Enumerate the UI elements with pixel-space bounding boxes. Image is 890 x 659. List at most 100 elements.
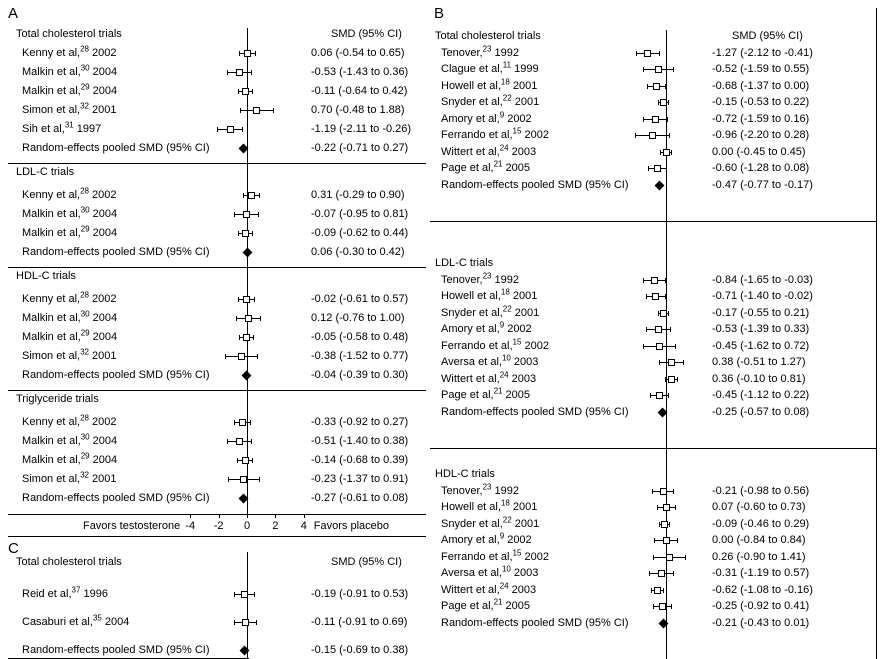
smd-value: -0.68 (-1.37 to 0.00): [712, 79, 810, 92]
smd-value: -0.27 (-0.61 to 0.08): [311, 492, 409, 504]
study-label: Amory et al,9 2002: [441, 109, 532, 125]
smd-value: -0.09 (-0.62 to 0.44): [311, 227, 409, 239]
smd-value: -0.05 (-0.58 to 0.48): [311, 331, 409, 343]
pooled-label: Random-effects pooled SMD (95% CI): [441, 616, 629, 629]
smd-value: -0.22 (-0.71 to 0.27): [311, 142, 409, 154]
group-title: HDL-C trials: [435, 468, 495, 480]
reference-superscript: 9: [499, 320, 505, 330]
study-point-marker: [247, 192, 255, 199]
study-point-marker: [662, 148, 670, 156]
panel-b-letter: B: [434, 5, 445, 22]
smd-value: 0.70 (-0.48 to 1.88): [311, 104, 405, 116]
pooled-diamond-marker: [242, 247, 253, 258]
axis-tick: [218, 514, 220, 518]
smd-column-header: SMD (95% CI): [331, 28, 402, 40]
ci-cap-high: [668, 133, 670, 138]
axis-baseline: [8, 514, 426, 515]
study-point-marker: [656, 392, 664, 399]
ci-cap-high: [668, 393, 670, 398]
panel-b-forest: Total cholesterol trials SMD (95% CI) Teno…: [430, 0, 890, 659]
smd-value: 0.00 (-0.84 to 0.84): [712, 534, 806, 546]
ci-cap-high: [242, 127, 244, 132]
ci-cap-high: [664, 277, 666, 283]
pooled-label: Random-effects pooled SMD (95% CI): [22, 369, 210, 381]
smd-value: 0.00 (-0.45 to 0.45): [712, 145, 806, 158]
study-label: Aversa et al,10 2003: [441, 353, 539, 368]
reference-superscript: 23: [482, 481, 492, 491]
ci-cap-low: [658, 310, 660, 316]
reference-superscript: 10: [501, 564, 511, 574]
pooled-label: Random-effects pooled SMD (95% CI): [441, 405, 629, 418]
reference-superscript: 11: [502, 60, 512, 70]
smd-value: 0.12 (-0.76 to 1.00): [311, 312, 405, 324]
ci-cap-high: [667, 116, 669, 122]
smd-value: -0.31 (-1.19 to 0.57): [712, 567, 810, 579]
study-label: Malkin et al,30 2004: [22, 309, 118, 324]
study-point-marker: [655, 66, 663, 73]
study-point-marker: [659, 487, 667, 495]
ci-cap-high: [251, 458, 253, 463]
panel-a-letter: A: [8, 5, 19, 22]
ci-cap-high: [671, 149, 673, 155]
smd-value: -0.47 (-0.77 to -0.17): [712, 178, 813, 191]
ci-cap-high: [665, 83, 666, 89]
smd-value: -1.19 (-2.11 to -0.26): [311, 123, 412, 135]
ci-cap-low: [658, 100, 660, 105]
axis-tick-label: -2: [213, 520, 224, 532]
study-point-marker: [241, 88, 249, 95]
reference-superscript: 23: [482, 43, 492, 53]
study-point-marker: [652, 82, 660, 90]
study-point-marker: [242, 211, 250, 218]
group-title: LDL-C trials: [16, 166, 75, 178]
study-point-marker: [244, 50, 252, 57]
study-point-marker: [653, 586, 661, 594]
reference-superscript: 21: [493, 159, 503, 169]
ci-cap-low: [650, 393, 652, 398]
panel-a-forest: Total cholesterol trials SMD (95% CI) Kenn…: [8, 0, 428, 540]
reference-superscript: 37: [71, 585, 81, 595]
ci-cap-low: [238, 297, 240, 302]
ci-cap-high: [253, 592, 255, 597]
study-point-marker: [238, 353, 246, 360]
axis-tick: [275, 514, 277, 518]
reference-superscript: 15: [512, 547, 522, 557]
study-point-marker: [654, 326, 662, 333]
reference-superscript: 29: [80, 328, 90, 338]
pooled-diamond-marker: [241, 370, 252, 381]
smd-value: -0.38 (-1.52 to 0.77): [311, 350, 409, 362]
ci-cap-high: [669, 327, 671, 332]
ci-cap-high: [667, 310, 669, 316]
ci-cap-low: [654, 538, 656, 543]
section-divider: [430, 448, 876, 449]
smd-value: -0.09 (-0.46 to 0.29): [712, 517, 810, 530]
reference-superscript: 15: [512, 126, 522, 136]
study-label: Howell et al,18 2001: [441, 76, 538, 92]
group-title: Total cholesterol trials: [16, 28, 122, 40]
axis-tick-label: 0: [243, 520, 251, 532]
study-point-marker: [663, 504, 671, 511]
smd-column-header: SMD (95% CI): [331, 556, 402, 568]
study-point-marker: [241, 619, 249, 626]
ci-cap-low: [234, 620, 236, 625]
study-point-marker: [236, 438, 244, 445]
section-divider: [8, 267, 426, 268]
favors-placebo-label: Favors placebo: [313, 520, 390, 532]
reference-superscript: 22: [502, 514, 512, 524]
reference-superscript: 32: [80, 101, 89, 111]
reference-superscript: 30: [80, 432, 90, 442]
reference-superscript: 28: [80, 186, 89, 196]
smd-value: -0.14 (-0.68 to 0.39): [311, 454, 409, 466]
axis-tick-label: 4: [300, 520, 307, 532]
reference-superscript: 31: [64, 120, 74, 130]
smd-value: -0.17 (-0.55 to 0.21): [712, 306, 810, 319]
ci-cap-low: [237, 458, 239, 463]
ci-cap-low: [634, 133, 636, 138]
reference-superscript: 24: [499, 142, 509, 152]
study-point-marker: [243, 296, 251, 303]
reference-superscript: 28: [80, 413, 89, 423]
ci-cap-low: [649, 571, 651, 576]
smd-value: -0.45 (-1.62 to 0.72): [712, 339, 810, 352]
ci-cap-low: [239, 51, 241, 56]
reference-superscript: 32: [80, 347, 89, 357]
smd-value: 0.07 (-0.60 to 0.73): [712, 501, 806, 513]
